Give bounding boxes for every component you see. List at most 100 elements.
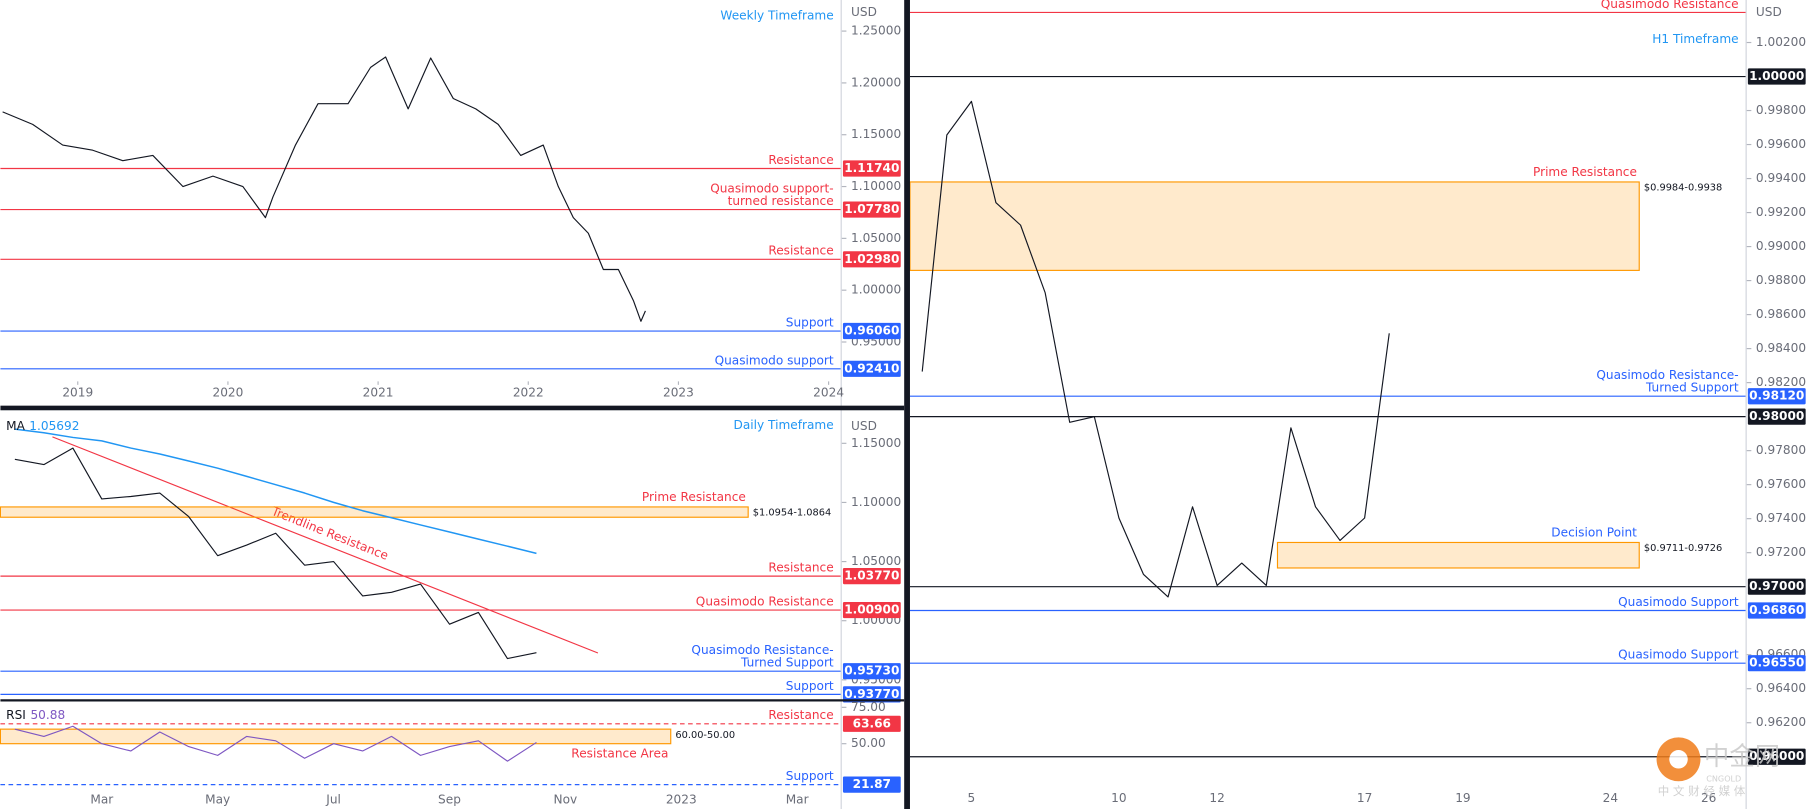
zone xyxy=(1276,541,1640,569)
price-tag-label: 0.96860 xyxy=(1749,603,1804,617)
level-label: Resistance xyxy=(768,244,833,258)
level-label: Quasimodo Resistance- xyxy=(1596,368,1738,382)
x-tick-label: Jul xyxy=(325,792,341,806)
legend-value: 1.05692 xyxy=(29,419,79,433)
zone-range: $0.9984-0.9938 xyxy=(1644,183,1722,194)
price-tag-label: 1.03770 xyxy=(844,569,899,583)
axis-unit: USD xyxy=(1756,5,1782,19)
y-tick-label: 75.00 xyxy=(851,700,886,714)
y-tick-label: 1.25000 xyxy=(851,24,901,38)
legend-name: RSI xyxy=(6,708,26,722)
watermark-sub: CNGOLD xyxy=(1706,773,1741,783)
axis-unit: USD xyxy=(851,5,877,19)
price-tag xyxy=(842,360,901,377)
price-tag xyxy=(842,568,901,585)
level-label: Support xyxy=(786,315,834,329)
price-tag xyxy=(842,601,901,619)
price-tag xyxy=(842,160,901,177)
x-tick-label: 19 xyxy=(1455,791,1470,805)
y-tick-label: 0.98600 xyxy=(1756,307,1806,321)
y-tick-label: 0.96400 xyxy=(1756,681,1806,695)
y-tick-label: 1.15000 xyxy=(851,436,901,450)
level-label: turned resistance xyxy=(728,194,834,208)
price-line xyxy=(14,725,537,762)
y-tick-label: 1.00000 xyxy=(851,283,901,297)
price-tag xyxy=(1747,68,1806,85)
x-tick-label: 2020 xyxy=(212,385,243,399)
x-tick-label: May xyxy=(205,792,230,806)
y-tick-label: 0.98200 xyxy=(1756,375,1806,389)
level-label: Quasimodo Support xyxy=(1618,595,1739,609)
price-tag xyxy=(1747,388,1806,405)
panel-separator xyxy=(904,0,910,809)
price-tag xyxy=(1747,408,1806,425)
x-tick-label: Mar xyxy=(90,792,113,806)
y-tick-label: 50.00 xyxy=(851,736,886,750)
price-tag xyxy=(1747,655,1806,672)
price-line xyxy=(921,100,1390,598)
price-tag-label: 1.00900 xyxy=(844,603,899,617)
level-label: Resistance xyxy=(768,153,833,167)
chart-title: H1 Timeframe xyxy=(1652,32,1738,46)
price-tag-label: 0.93770 xyxy=(844,687,899,701)
zone-label: Decision Point xyxy=(1551,526,1637,540)
price-tag-label: 21.87 xyxy=(853,777,891,791)
level-label: Quasimodo Resistance xyxy=(1601,0,1739,11)
price-tag xyxy=(1747,602,1806,619)
y-tick-label: 0.98800 xyxy=(1756,273,1806,287)
price-tag-label: 0.95730 xyxy=(844,664,899,678)
x-tick-label: 5 xyxy=(968,791,976,805)
level-label: Quasimodo Resistance xyxy=(696,594,834,608)
price-tag-label: 0.97000 xyxy=(1749,579,1804,593)
x-tick-label: 24 xyxy=(1603,791,1619,805)
x-tick-label: Sep xyxy=(438,792,461,806)
x-tick-label: 2022 xyxy=(513,385,544,399)
chart-title: Daily Timeframe xyxy=(734,418,834,432)
zone xyxy=(0,728,672,745)
price-tag xyxy=(1747,748,1806,765)
level-label: Turned Support xyxy=(1645,381,1739,395)
zone-range: 60.00-50.00 xyxy=(675,730,735,741)
level-label: Resistance xyxy=(768,708,833,722)
x-tick-label: 17 xyxy=(1357,791,1372,805)
level-label: Support xyxy=(786,679,834,693)
y-tick-label: 0.96200 xyxy=(1756,715,1806,729)
y-tick-label: 0.97600 xyxy=(1756,477,1806,491)
y-tick-label: 1.10000 xyxy=(851,495,901,509)
x-tick-label: 10 xyxy=(1111,791,1126,805)
x-tick-label: 2023 xyxy=(666,792,697,806)
watermark-tagline: 中 文 财 经 媒 体 xyxy=(1658,784,1746,798)
axis-unit: USD xyxy=(851,419,877,433)
price-tag xyxy=(842,663,901,680)
y-tick-label: 0.99400 xyxy=(1756,171,1806,185)
legend-name: MA xyxy=(6,419,25,433)
zone-range: $1.0954-1.0864 xyxy=(753,508,831,519)
price-line xyxy=(14,447,537,660)
price-tag xyxy=(842,686,901,703)
y-tick-label: 0.97800 xyxy=(1756,443,1806,457)
price-tag xyxy=(842,322,901,340)
level-label: Quasimodo support xyxy=(715,353,834,367)
y-tick-label: 1.05000 xyxy=(851,231,901,245)
price-tag xyxy=(1747,578,1806,595)
price-line xyxy=(2,56,646,322)
y-tick-label: 1.10000 xyxy=(851,179,901,193)
y-tick-label: 0.99600 xyxy=(1756,137,1806,151)
y-tick-label: 0.98400 xyxy=(1756,341,1806,355)
level-label: Turned Support xyxy=(740,656,834,670)
zone-label: Prime Resistance xyxy=(642,490,746,504)
y-tick-label: 0.97400 xyxy=(1756,511,1806,525)
price-tag-label: 0.98000 xyxy=(1749,409,1804,423)
zone-range: $0.9711-0.9726 xyxy=(1644,543,1722,554)
price-tag xyxy=(842,776,901,793)
level-label: Quasimodo support- xyxy=(710,181,833,195)
zone xyxy=(0,506,749,518)
y-tick-label: 0.97200 xyxy=(1756,545,1806,559)
trendline xyxy=(52,436,599,654)
price-tag-label: 63.66 xyxy=(853,716,891,730)
watermark: 中金网 CNGOLD 中 文 财 经 媒 体 xyxy=(1656,737,1780,798)
watermark-name: 中金网 xyxy=(1704,741,1780,771)
x-tick-label: 2024 xyxy=(813,385,844,399)
y-tick-label: 0.99000 xyxy=(1756,239,1806,253)
